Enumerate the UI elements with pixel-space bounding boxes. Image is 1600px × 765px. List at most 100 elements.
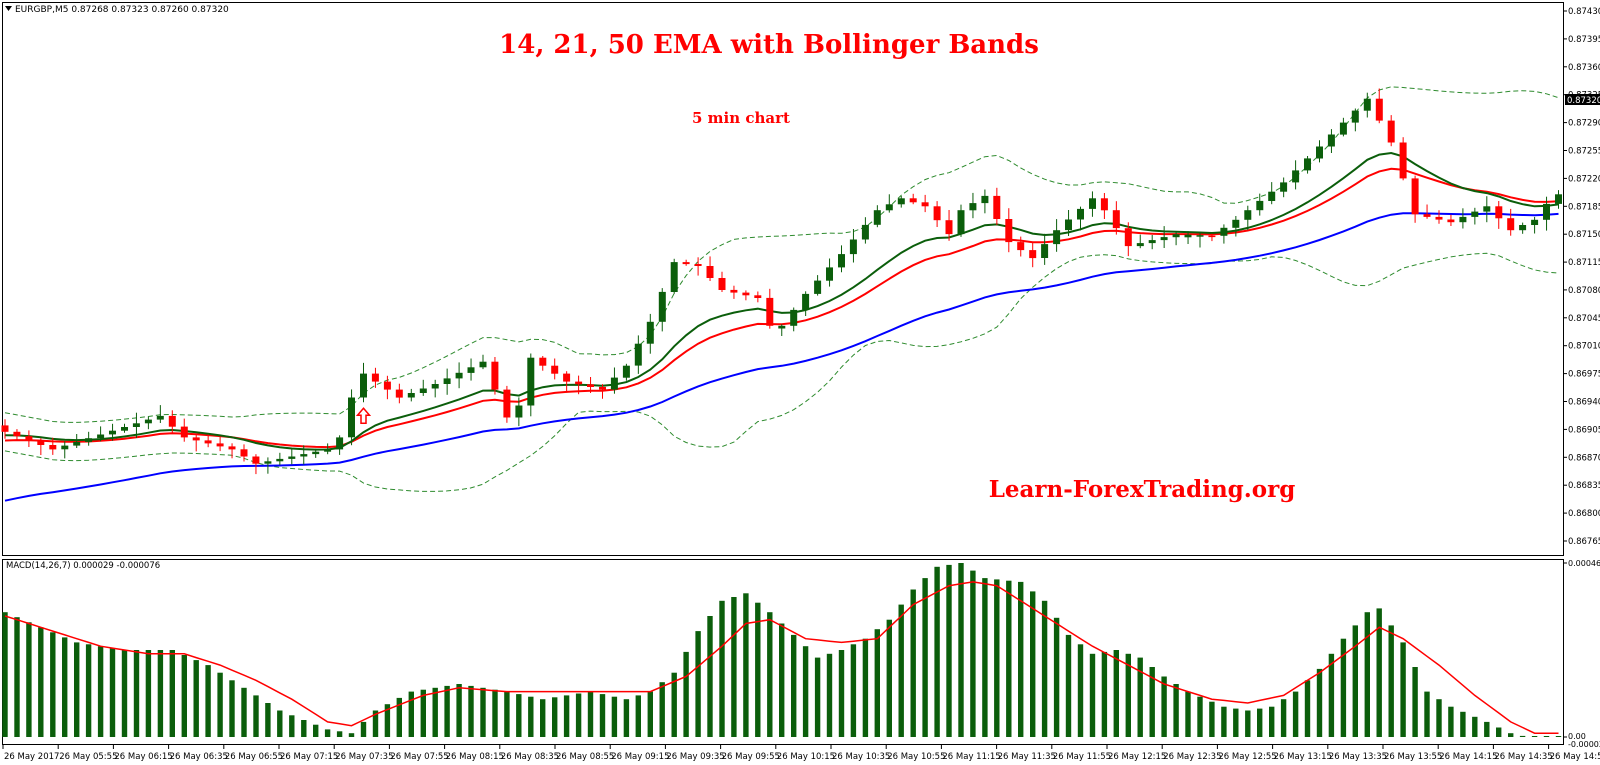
time-tick-label: 26 May 08:35 <box>501 752 559 762</box>
macd-bar <box>1018 581 1024 737</box>
candle-body <box>371 373 379 382</box>
candle-body <box>742 292 750 296</box>
candle-body <box>1208 235 1216 238</box>
macd-bar <box>1113 650 1119 737</box>
macd-bar <box>1233 708 1239 737</box>
candle-body <box>1220 227 1228 236</box>
macd-bar <box>1245 710 1251 737</box>
macd-bar <box>528 696 534 737</box>
macd-bar <box>910 589 916 737</box>
dropdown-triangle-icon[interactable] <box>5 6 12 11</box>
time-tick-label: 26 May 14:55 <box>1550 752 1600 762</box>
macd-bar <box>85 644 92 737</box>
candle-body <box>156 415 164 420</box>
candle-body <box>981 195 989 204</box>
macd-bar <box>265 703 271 737</box>
macd-bar <box>563 695 570 737</box>
time-tick-label: 26 May 13:15 <box>1274 752 1332 762</box>
candle-body <box>192 437 200 441</box>
time-tick-label: 26 May 12:15 <box>1108 752 1166 762</box>
macd-bar <box>1125 653 1131 737</box>
time-tick-label: 26 May 09:35 <box>666 752 724 762</box>
candle-body <box>1399 142 1407 179</box>
macd-bar <box>850 644 857 737</box>
time-tick-label: 26 May 06:15 <box>114 752 172 762</box>
macd-bar <box>74 642 80 737</box>
macd-bar <box>1424 691 1430 737</box>
candle-body <box>1268 191 1276 201</box>
price-axis: 0.874300.873950.873600.873250.872900.872… <box>1563 7 1600 547</box>
price-pane-frame <box>2 2 1564 556</box>
macd-bar <box>1400 642 1406 737</box>
candle-body <box>324 449 332 452</box>
macd-bar <box>289 715 295 738</box>
chart-title: 14, 21, 50 EMA with Bollinger Bands <box>499 30 1039 60</box>
candle-body <box>1053 230 1061 245</box>
candle-body <box>1555 194 1562 204</box>
macd-bar <box>253 695 259 737</box>
macd-histogram <box>2 563 1562 738</box>
macd-bar <box>540 699 546 737</box>
macd-signal-line <box>4 581 1559 734</box>
candle-body <box>1375 98 1383 121</box>
candle-body <box>1029 250 1037 259</box>
candle-body <box>37 440 45 445</box>
macd-bar <box>109 648 116 737</box>
time-tick-label: 26 May 05:55 <box>59 752 117 762</box>
candle-body <box>658 291 666 322</box>
macd-bar <box>838 650 845 737</box>
candle-body <box>1304 158 1311 171</box>
macd-bar <box>982 578 988 737</box>
candle-body <box>1184 234 1192 238</box>
candle-body <box>563 373 571 382</box>
time-tick-label: 26 May 07:55 <box>390 752 448 762</box>
candle-body <box>730 289 738 293</box>
macd-bar <box>659 682 665 737</box>
macd-bar <box>970 570 976 737</box>
candle-body <box>1244 210 1252 220</box>
macd-bar <box>707 616 713 737</box>
macd-signal <box>4 581 1559 734</box>
candle-body <box>1124 228 1132 247</box>
candle-body <box>1483 206 1491 212</box>
candle-body <box>610 377 618 390</box>
macd-bar <box>1053 617 1060 737</box>
macd-bar <box>38 627 44 737</box>
candle-body <box>109 430 116 435</box>
macd-bar <box>886 619 892 737</box>
candle-body <box>97 434 105 439</box>
candle-body <box>814 280 822 294</box>
candle-body <box>491 361 499 390</box>
candle-body <box>838 254 845 268</box>
candle-body <box>587 384 594 387</box>
time-tick-label: 26 May 06:35 <box>170 752 228 762</box>
buy-signal-arrow-icon <box>355 407 372 424</box>
candle-body <box>1507 218 1515 231</box>
time-tick-label: 26 May 2017 <box>4 752 59 762</box>
macd-bar <box>922 578 928 737</box>
candle-body <box>1495 206 1503 219</box>
candle-body <box>790 309 798 326</box>
macd-bar <box>336 731 343 737</box>
candle-body <box>1 425 9 432</box>
macd-bar <box>1137 657 1143 737</box>
macd-bar <box>1472 716 1478 737</box>
macd-bar <box>1197 696 1203 737</box>
macd-bar <box>1065 634 1072 737</box>
macd-bar <box>552 697 558 737</box>
macd-bar <box>611 696 618 737</box>
candle-body <box>479 361 487 368</box>
candle-body <box>718 278 726 290</box>
price-tick-label: 0.86905 <box>1568 425 1600 435</box>
macd-bar <box>1340 638 1347 737</box>
price-tick-label: 0.87010 <box>1568 342 1600 352</box>
candle-body <box>909 198 917 203</box>
macd-bar <box>1376 608 1382 737</box>
macd-bar <box>62 637 68 737</box>
candle-body <box>802 293 810 310</box>
candle-body <box>957 210 965 235</box>
time-tick-label: 26 May 14:15 <box>1439 752 1497 762</box>
candle-body <box>969 203 977 211</box>
candle-body <box>455 372 463 379</box>
candle-body <box>1531 219 1539 225</box>
